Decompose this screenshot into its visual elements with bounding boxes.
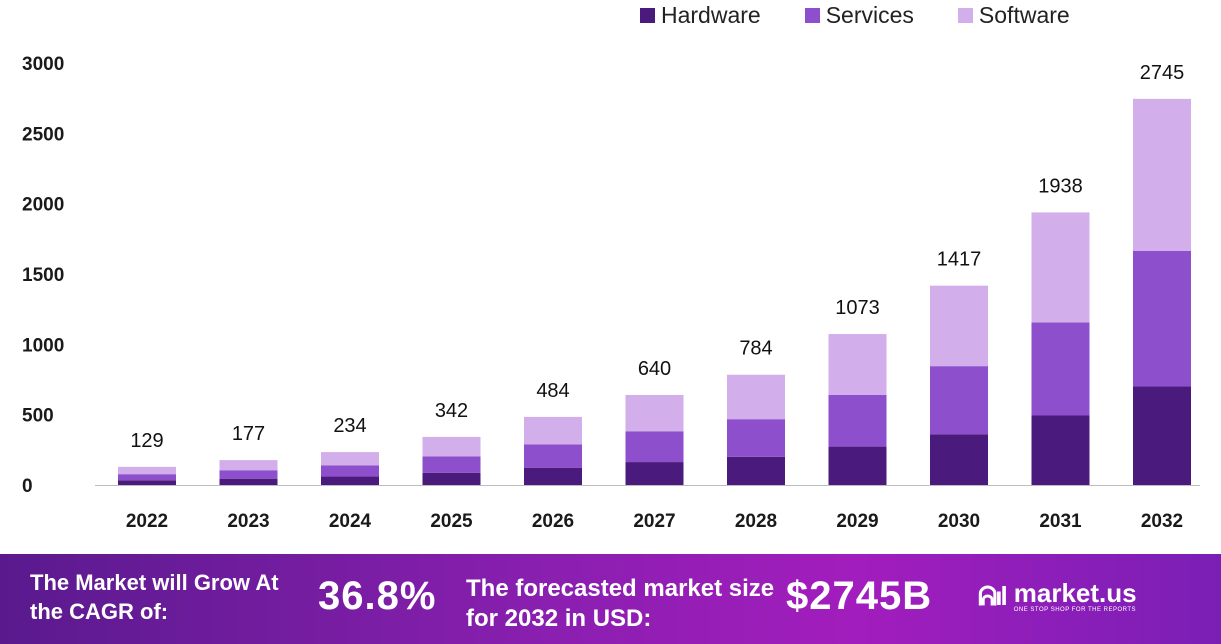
legend-item-services: Services xyxy=(804,2,914,29)
bar-segment-software xyxy=(625,394,684,432)
x-tick-label: 2030 xyxy=(938,511,980,532)
bar-segment-hardware xyxy=(321,476,379,485)
x-tick-label: 2028 xyxy=(735,511,777,532)
market-us-logo[interactable]: ᕱıl market.us ONE STOP SHOP FOR THE REPO… xyxy=(978,580,1137,613)
bar-segment-software xyxy=(118,466,176,475)
logo-name: market.us xyxy=(1013,578,1137,608)
legend-item-software: Software xyxy=(957,2,1070,29)
bar-segment-hardware xyxy=(118,480,176,485)
bar-total-label: 640 xyxy=(638,358,671,380)
bar-total-label: 784 xyxy=(739,338,772,360)
bar-segment-services xyxy=(219,470,278,479)
bar-segment-software xyxy=(727,374,785,420)
bar-segment-hardware xyxy=(1133,386,1191,485)
bar-segment-services xyxy=(727,419,785,457)
bar-total-label: 129 xyxy=(130,430,163,452)
legend-swatch-software xyxy=(957,8,973,23)
legend-swatch-services xyxy=(804,8,820,23)
x-tick-label: 2025 xyxy=(430,511,473,532)
bar-segment-services xyxy=(930,366,988,435)
cagr-label: The Market will Grow At the CAGR of: xyxy=(30,570,279,624)
bar-total-label: 342 xyxy=(435,400,468,422)
market-us-logo-icon: ᕱıl xyxy=(978,580,1008,611)
forecast-label: The forecasted market size for 2032 in U… xyxy=(466,575,775,632)
bar-total-label: 484 xyxy=(536,380,569,402)
bar-total-label: 2745 xyxy=(1140,62,1185,84)
x-tick-label: 2029 xyxy=(836,511,878,532)
bar-segment-software xyxy=(1133,98,1191,251)
bar-total-label: 177 xyxy=(232,423,265,445)
bar-segment-hardware xyxy=(524,467,582,485)
bar-total-label: 234 xyxy=(333,415,366,437)
y-tick-label: 0 xyxy=(22,476,33,497)
bar-segment-software xyxy=(219,460,278,471)
forecast-value: $2745B xyxy=(786,574,933,618)
x-tick-label: 2026 xyxy=(532,511,574,532)
x-tick-label: 2024 xyxy=(329,511,372,532)
bar-segment-hardware xyxy=(930,434,988,485)
bar-total-label: 1417 xyxy=(937,249,982,271)
y-tick-label: 1000 xyxy=(22,335,64,356)
bar-total-label: 1938 xyxy=(1038,175,1083,197)
bar-segment-software xyxy=(930,285,988,367)
cagr-value: 36.8% xyxy=(318,574,437,618)
legend-item-hardware: Hardware xyxy=(640,2,761,29)
bar-segment-software xyxy=(321,452,379,466)
y-tick-label: 500 xyxy=(22,406,54,427)
bar-total-label: 1073 xyxy=(835,297,880,319)
bar-segment-hardware xyxy=(625,462,684,485)
y-tick-label: 1500 xyxy=(22,265,64,286)
y-tick-label: 2500 xyxy=(22,124,64,145)
bar-segment-software xyxy=(524,416,582,445)
bar-segment-services xyxy=(118,474,176,481)
bar-segment-software xyxy=(828,334,887,395)
bar-segment-software xyxy=(422,436,481,457)
bar-segment-services xyxy=(524,444,582,468)
bar-segment-hardware xyxy=(422,472,481,485)
bar-segment-hardware xyxy=(828,446,887,485)
bar-segment-software xyxy=(1031,212,1090,323)
legend-swatch-hardware xyxy=(640,8,655,23)
x-tick-label: 2022 xyxy=(126,511,168,532)
bar-segment-services xyxy=(625,431,684,463)
bar-segment-services xyxy=(1133,250,1191,387)
bar-segment-services xyxy=(422,456,481,473)
bar-segment-services xyxy=(828,394,887,447)
logo-tagline: ONE STOP SHOP FOR THE REPORTS xyxy=(1013,607,1137,613)
bar-segment-hardware xyxy=(219,478,278,485)
legend-label-services: Services xyxy=(825,2,914,28)
stacked-bar-chart: 0 500 1000 1500 2000 2500 3000 129 2022 177 2023 23… xyxy=(22,54,1200,532)
legend-label-software: Software xyxy=(978,2,1070,28)
bar-segment-hardware xyxy=(1031,415,1090,485)
y-tick-label: 3000 xyxy=(22,54,64,75)
bar-segment-services xyxy=(1031,322,1090,416)
bar-segment-services xyxy=(321,465,379,477)
x-tick-label: 2032 xyxy=(1141,511,1183,532)
x-tick-label: 2023 xyxy=(227,511,269,532)
bar-segment-hardware xyxy=(727,456,785,485)
legend-label-hardware: Hardware xyxy=(661,2,761,28)
x-tick-label: 2031 xyxy=(1039,511,1082,532)
summary-banner: The Market will Grow At the CAGR of: 36.… xyxy=(0,554,1221,644)
x-tick-label: 2027 xyxy=(633,511,675,532)
y-tick-label: 2000 xyxy=(22,195,64,216)
chart-legend: Hardware Services Software xyxy=(640,2,1070,29)
